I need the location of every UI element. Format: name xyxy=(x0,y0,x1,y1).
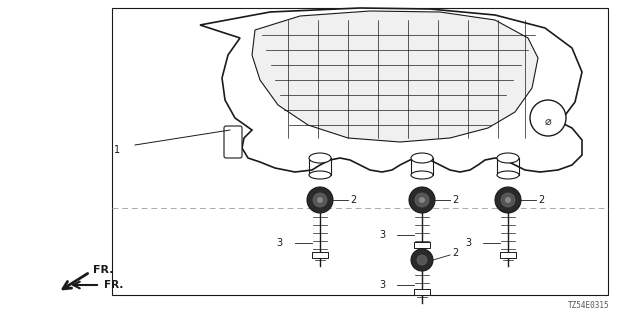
Text: 3: 3 xyxy=(276,238,282,248)
Circle shape xyxy=(419,197,425,203)
Ellipse shape xyxy=(411,153,433,163)
Ellipse shape xyxy=(497,171,519,179)
Ellipse shape xyxy=(497,153,519,163)
Circle shape xyxy=(530,100,566,136)
Ellipse shape xyxy=(309,153,331,163)
Text: 2: 2 xyxy=(538,195,544,205)
Bar xyxy=(500,252,516,258)
Ellipse shape xyxy=(309,171,331,179)
Circle shape xyxy=(417,255,427,265)
Polygon shape xyxy=(252,11,538,142)
Polygon shape xyxy=(200,8,582,172)
Circle shape xyxy=(409,187,435,213)
Text: 2: 2 xyxy=(452,248,458,258)
Circle shape xyxy=(307,187,333,213)
Text: FR.: FR. xyxy=(93,265,113,275)
Bar xyxy=(414,242,430,248)
Text: FR.: FR. xyxy=(104,280,124,290)
Text: 3: 3 xyxy=(379,280,385,290)
Circle shape xyxy=(411,249,433,271)
Text: ⌀: ⌀ xyxy=(545,117,552,127)
Text: 1: 1 xyxy=(114,145,120,155)
Text: 2: 2 xyxy=(350,195,356,205)
Circle shape xyxy=(313,193,327,207)
Bar xyxy=(414,289,430,295)
Text: 3: 3 xyxy=(379,230,385,240)
Text: 3: 3 xyxy=(465,238,471,248)
Text: 2: 2 xyxy=(452,195,458,205)
FancyBboxPatch shape xyxy=(224,126,242,158)
Circle shape xyxy=(501,193,515,207)
Ellipse shape xyxy=(411,171,433,179)
Circle shape xyxy=(415,193,429,207)
Bar xyxy=(312,252,328,258)
Text: TZ54E0315: TZ54E0315 xyxy=(568,301,610,310)
Bar xyxy=(112,8,608,295)
Circle shape xyxy=(317,197,323,203)
Circle shape xyxy=(495,187,521,213)
Circle shape xyxy=(505,197,511,203)
